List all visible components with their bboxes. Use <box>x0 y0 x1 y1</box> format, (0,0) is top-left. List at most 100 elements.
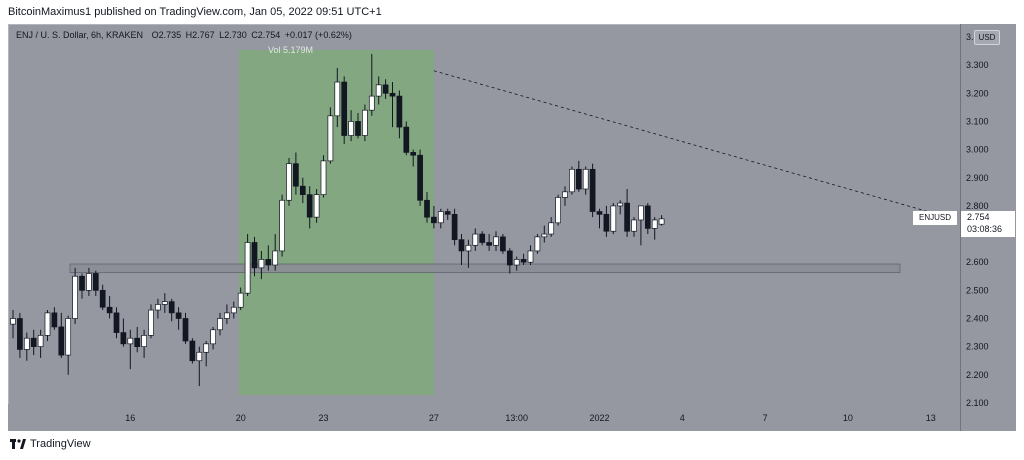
legend-symbol: ENJ / U. S. Dollar, 6h, KRAKEN <box>16 30 144 40</box>
price-tick-label: 2.500 <box>966 285 989 295</box>
candle-body <box>437 211 444 224</box>
candle-body <box>134 337 141 347</box>
candle-body <box>10 318 16 325</box>
candle-body <box>624 202 630 232</box>
time-tick-label: 13 <box>926 413 936 423</box>
candle-body <box>155 304 161 311</box>
candle-body <box>51 312 58 328</box>
volume-label: Vol 5.179M <box>268 45 314 55</box>
candle-body <box>79 275 85 291</box>
candle-body <box>486 242 492 246</box>
candle-body <box>603 213 610 232</box>
candle-body <box>500 236 506 252</box>
price-tick-label: 3.200 <box>966 88 989 98</box>
candle-body <box>99 290 106 308</box>
candle-body <box>37 335 44 348</box>
candle-body <box>569 168 575 193</box>
candle-body <box>148 309 154 336</box>
candle-body <box>23 337 30 350</box>
time-tick-label: 16 <box>125 413 135 423</box>
legend-low: 2.730 <box>224 30 247 40</box>
candle-body <box>555 197 561 224</box>
candle-body <box>493 236 499 246</box>
candle-body <box>251 242 258 269</box>
candle-body <box>389 92 396 97</box>
candle-body <box>244 242 251 294</box>
candle-body <box>506 250 513 266</box>
candle-body <box>293 163 299 187</box>
time-tick-label: 10 <box>843 413 853 423</box>
candle-body <box>631 219 637 232</box>
candle-body <box>120 332 127 345</box>
support-zone <box>69 263 901 274</box>
tradingview-brand: TradingView <box>30 438 91 450</box>
candle-body <box>644 205 651 229</box>
candle-body <box>368 95 375 111</box>
time-tick-label: 27 <box>429 413 439 423</box>
candle-body <box>224 312 230 319</box>
candle-body <box>403 126 410 153</box>
candle-body <box>196 351 203 362</box>
candle-body <box>44 312 51 336</box>
currency-button[interactable]: USD <box>974 30 1000 45</box>
candle-body <box>465 244 472 252</box>
candle-body <box>362 109 368 136</box>
price-tick-label: 2.100 <box>966 398 989 408</box>
candle-body <box>658 218 665 225</box>
price-tick-label: 2.900 <box>966 173 989 183</box>
legend-high: 2.767 <box>192 30 215 40</box>
candle-body <box>286 163 292 201</box>
header: BitcoinMaximus1 published on TradingView… <box>0 0 1024 24</box>
candle-body <box>127 337 134 345</box>
legend-close-label: C <box>251 30 258 40</box>
candle-body <box>168 301 175 314</box>
tradingview-logo-icon <box>10 439 26 449</box>
candle-body <box>458 239 465 252</box>
candle-body <box>355 121 361 136</box>
candle-body <box>348 121 354 136</box>
candle-body <box>182 318 189 342</box>
candle-body <box>424 199 430 218</box>
time-tick-label: 23 <box>318 413 328 423</box>
candle-body <box>279 199 285 252</box>
candle-body <box>534 236 541 252</box>
candle-body <box>58 326 65 356</box>
candle-body <box>203 343 210 353</box>
time-axis[interactable] <box>8 404 960 431</box>
candle-body <box>334 81 341 117</box>
candle-body <box>562 191 568 198</box>
candle-body <box>582 168 589 190</box>
legend-open: 2.735 <box>158 30 182 40</box>
time-tick-label: 7 <box>763 413 768 423</box>
time-tick-label: 4 <box>680 413 685 423</box>
candle-body <box>375 84 382 97</box>
candle-body <box>113 312 120 333</box>
candle-body <box>617 202 624 207</box>
candle-body <box>272 250 279 266</box>
candle-body <box>548 222 555 235</box>
candle-body <box>575 168 582 190</box>
candle-body <box>472 233 479 246</box>
candle-body <box>189 340 196 362</box>
candle-body <box>161 301 168 305</box>
publisher-text: BitcoinMaximus1 published on TradingView… <box>8 6 382 18</box>
last-price: 2.754 <box>967 212 990 222</box>
footer: TradingView <box>10 438 91 450</box>
candle-body <box>341 81 348 136</box>
candle-body <box>651 219 658 229</box>
last-price-tag: 2.754 03:08:36 <box>961 211 1015 237</box>
symbol-tag: ENJUSD <box>913 211 957 225</box>
candle-body <box>217 318 223 331</box>
candle-body <box>431 216 437 224</box>
legend-high-label: H <box>185 30 193 40</box>
candle-body <box>141 335 147 348</box>
candle-body <box>175 312 182 319</box>
bar-countdown: 03:08:36 <box>967 224 1003 234</box>
candle-body <box>72 275 78 319</box>
candle-body <box>237 292 244 308</box>
candle-body <box>210 329 216 345</box>
candle-body <box>479 233 486 243</box>
time-tick-label: 20 <box>236 413 246 423</box>
price-tick-label: 2.400 <box>966 314 989 324</box>
